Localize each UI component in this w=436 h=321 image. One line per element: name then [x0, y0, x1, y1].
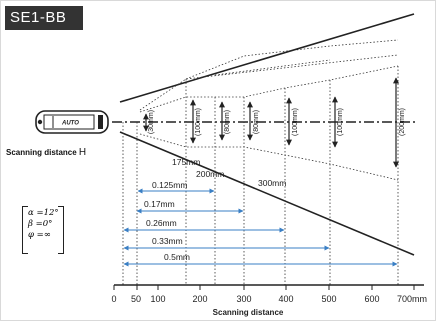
phi-param: φ =∞	[28, 230, 51, 240]
svg-text:AUTO: AUTO	[61, 121, 79, 127]
x-tick-200: 200	[192, 294, 207, 304]
beam-width-100-b: (100mm)	[292, 108, 299, 136]
resolution-ranges	[123, 188, 398, 267]
model-label: SE1-BB	[5, 6, 83, 30]
scanning-distance-h-letter: H	[78, 147, 87, 158]
x-tick-50: 50	[131, 294, 141, 304]
resolution-026: 0.26mm	[146, 218, 177, 228]
x-tick-500: 500	[321, 294, 336, 304]
beam-width-80-a: (80mm)	[224, 110, 231, 134]
beam-width-200: (200mm)	[399, 108, 406, 136]
beam-width-100-a: (100mm)	[195, 108, 202, 136]
x-tick-600: 600	[364, 294, 379, 304]
focus-label-175: 175mm	[172, 157, 200, 167]
focus-label-300: 300mm	[258, 178, 286, 188]
x-axis-ticks	[113, 285, 415, 290]
scanner-icon: AUTO	[35, 110, 109, 134]
scanning-distance-h-label: Scanning distance H	[6, 147, 86, 158]
x-tick-0: 0	[111, 294, 116, 304]
focus-label-200: 200mm	[196, 169, 224, 179]
beam-width-30: (30mm)	[148, 110, 155, 134]
beam-width-80-b: (80mm)	[253, 110, 260, 134]
x-axis-title: Scanning distance	[213, 308, 284, 317]
beam-upper-edge	[119, 13, 415, 103]
resolution-05: 0.5mm	[164, 252, 190, 262]
scanning-distance-h-text: Scanning distance	[6, 148, 77, 157]
alpha-param: α =12°	[28, 208, 59, 218]
resolution-017: 0.17mm	[144, 199, 175, 209]
beam-width-markers	[143, 77, 399, 168]
beam-lower-edge	[119, 131, 415, 256]
beam-width-100-c: (100mm)	[337, 108, 344, 136]
beta-param: β =0°	[28, 219, 53, 229]
x-tick-400: 400	[278, 294, 293, 304]
resolution-0125: 0.125mm	[152, 180, 187, 190]
x-tick-100: 100	[150, 294, 165, 304]
x-tick-700: 700mm	[397, 294, 427, 304]
resolution-033: 0.33mm	[152, 236, 183, 246]
parameter-box: α =12° β =0° φ =∞	[22, 206, 64, 254]
x-tick-300: 300	[236, 294, 251, 304]
